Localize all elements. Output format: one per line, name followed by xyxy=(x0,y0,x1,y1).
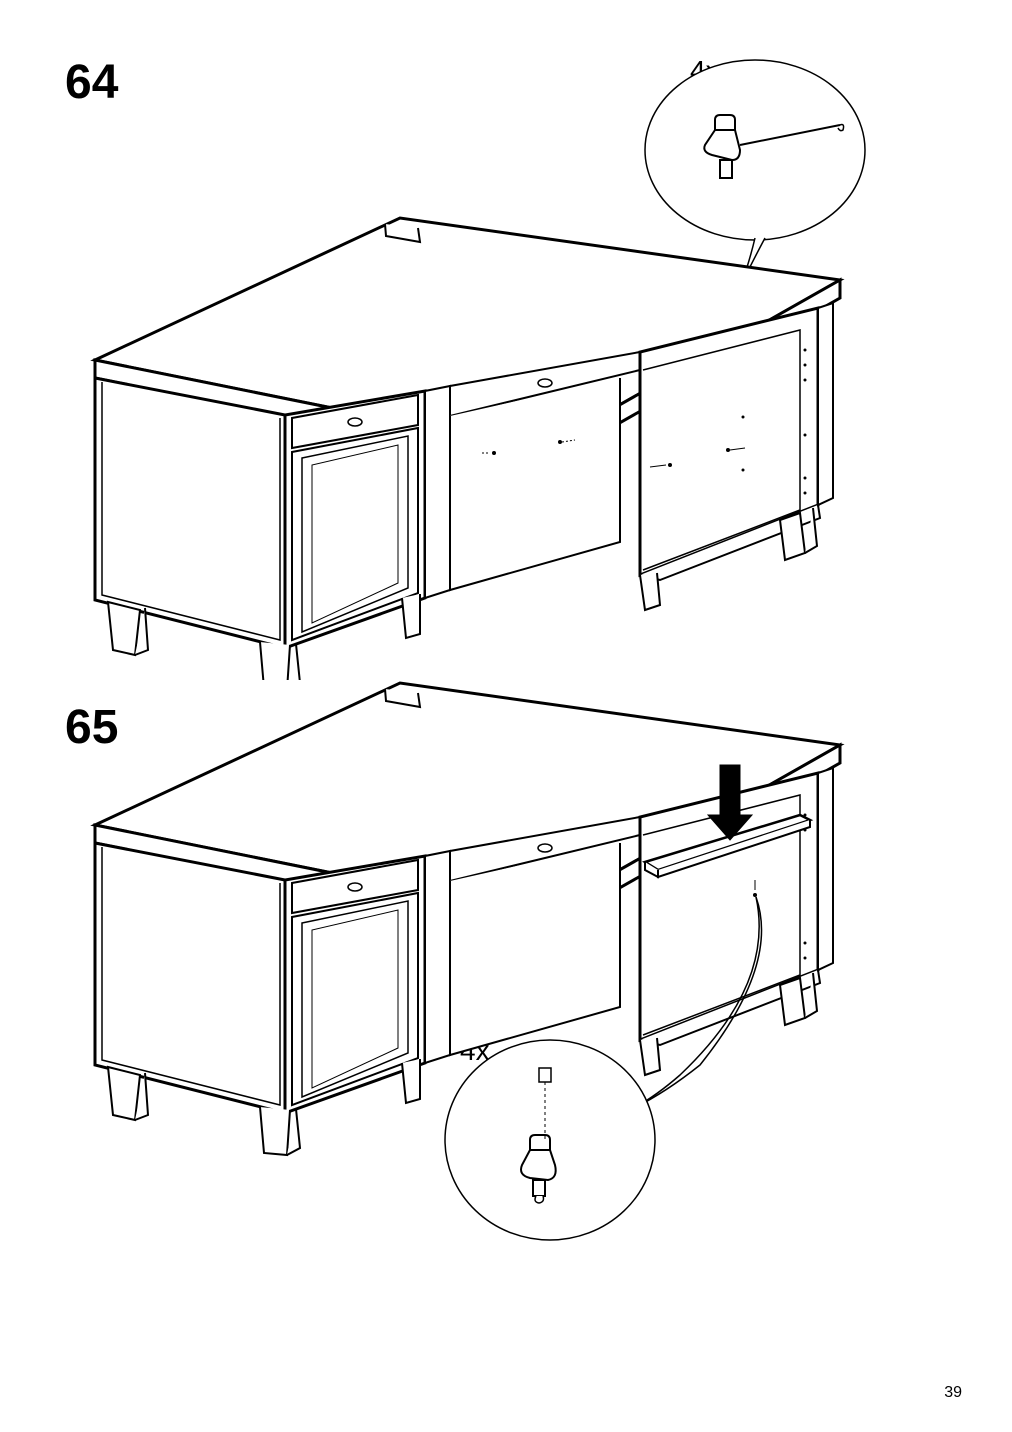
step-64-number: 64 xyxy=(65,55,118,110)
instruction-page: 64 4x 131372 xyxy=(0,0,1012,1432)
page-number: 39 xyxy=(944,1384,962,1402)
step-64-desk-illustration xyxy=(80,200,880,680)
step-65-hardware-bubble xyxy=(440,1020,690,1250)
